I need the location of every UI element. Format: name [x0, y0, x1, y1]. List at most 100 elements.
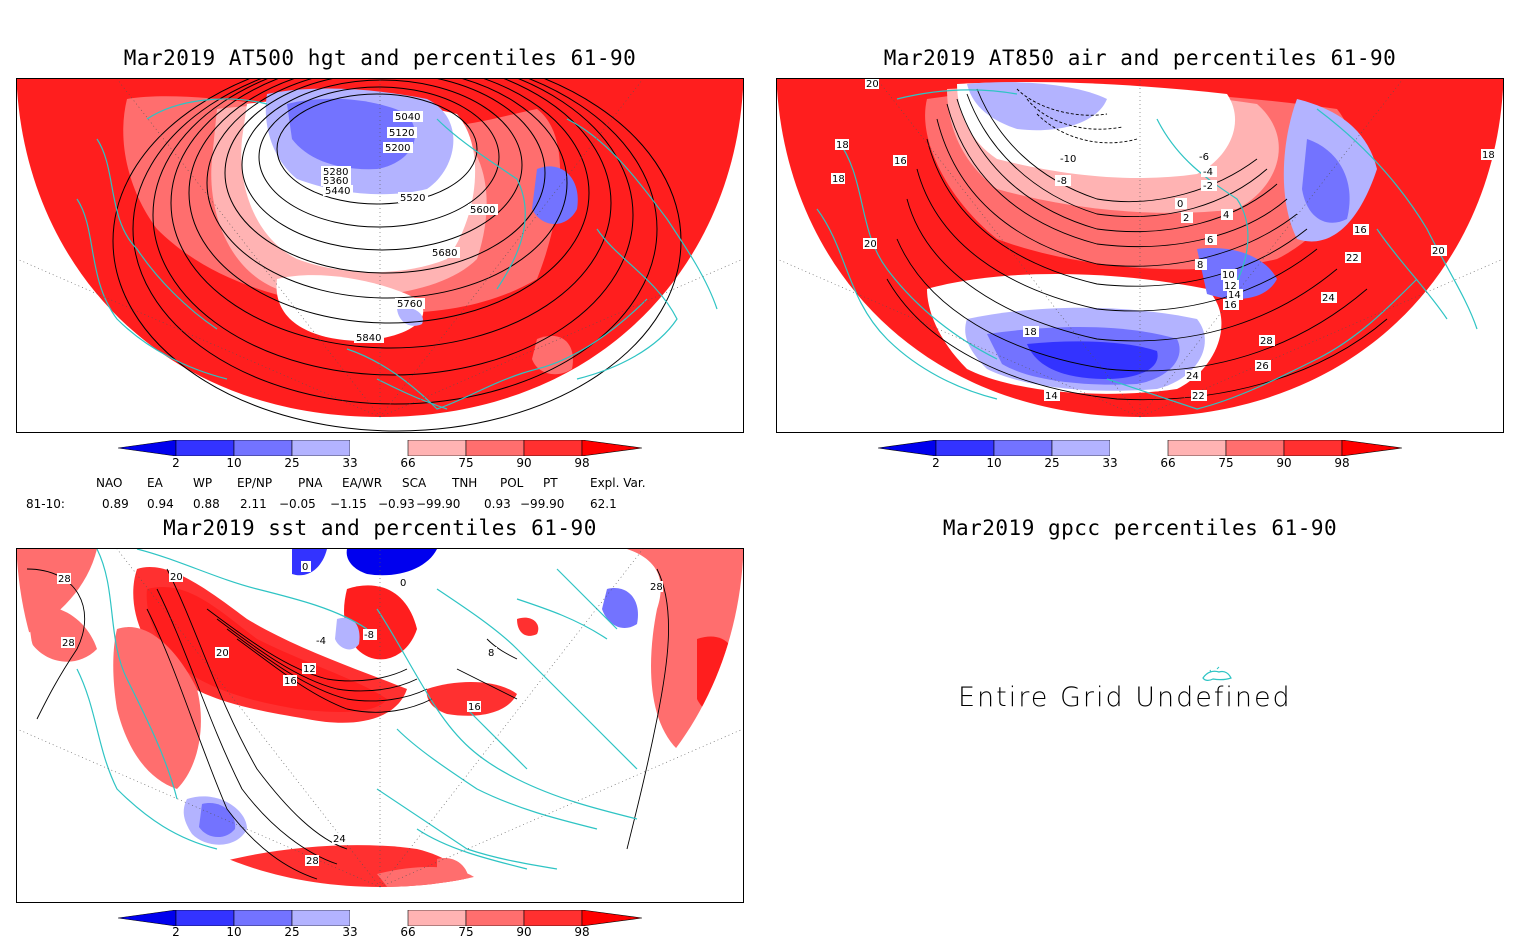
index-value: 62.1 — [590, 497, 617, 511]
index-row-label: 81-10: — [26, 497, 65, 511]
colorbar-tick: 33 — [1102, 456, 1118, 470]
air-label: 0 — [1177, 199, 1183, 210]
air-label: 26 — [1256, 361, 1269, 372]
undefined-grid-message: Entire Grid Undefined — [958, 682, 1292, 713]
index-header: EA/WR — [342, 476, 383, 490]
air-label: -8 — [1057, 176, 1067, 187]
air-label: 24 — [1186, 371, 1199, 382]
air-label: 20 — [864, 239, 877, 250]
index-header: Expl. Var. — [590, 476, 646, 490]
air-label: 16 — [1354, 225, 1367, 236]
air-label: 28 — [1260, 336, 1273, 347]
index-header: EP/NP — [237, 476, 273, 490]
sst-label: 0 — [302, 562, 308, 573]
colorbar-tick: 75 — [1218, 456, 1234, 470]
air-label: 2 — [1183, 213, 1189, 224]
air-label: -4 — [1203, 167, 1213, 178]
index-value: 0.94 — [147, 497, 174, 511]
gpcc-panel: Entire Grid Undefined — [776, 548, 1504, 903]
sst-label: 20 — [170, 572, 183, 583]
colorbar-tick: 25 — [284, 925, 300, 939]
air-label: 22 — [1192, 391, 1205, 402]
air-label: 6 — [1207, 235, 1213, 246]
index-value: 0.93 — [484, 497, 511, 511]
sst-label: 16 — [284, 676, 297, 687]
colorbar-tick: 2 — [172, 925, 180, 939]
index-value: 2.11 — [240, 497, 267, 511]
sst-label: 28 — [650, 582, 663, 593]
hgt-label-5600: 5600 — [470, 205, 495, 216]
colorbar-top-right: 2 10 25 33 66 75 90 98 — [877, 439, 1403, 474]
sst-label: -4 — [316, 636, 326, 647]
hgt-label-5520: 5520 — [400, 193, 425, 204]
hgt-label-5280: 5280 — [323, 167, 348, 178]
colorbar-tick: 66 — [400, 456, 416, 470]
sst-label: 0 — [400, 578, 406, 589]
panel-title-gpcc: Mar2019 gpcc percentiles 61-90 — [942, 516, 1338, 540]
small-island-icon — [1202, 666, 1232, 681]
index-value: −1.15 — [330, 497, 367, 511]
panel-title-sst: Mar2019 sst and percentiles 61-90 — [163, 516, 597, 540]
colorbar-tick: 2 — [172, 456, 180, 470]
colorbar-tick: 2 — [932, 456, 940, 470]
air-label: 20 — [866, 79, 879, 90]
air-map: 20 18 16 18 20 -10 -8 -6 -4 -2 0 2 4 6 8… — [777, 79, 1503, 432]
colorbar-tick: 98 — [574, 925, 590, 939]
sst-label: 16 — [468, 702, 481, 713]
sst-label: 28 — [306, 856, 319, 867]
colorbar-tick: 25 — [284, 456, 300, 470]
map-panel-air: 20 18 16 18 20 -10 -8 -6 -4 -2 0 2 4 6 8… — [776, 78, 1504, 433]
air-label: 16 — [1224, 300, 1237, 311]
hgt-contour-labels: 5040 5120 5200 5280 5360 5440 5520 5600 … — [321, 111, 498, 344]
hgt-label-5680: 5680 — [432, 248, 457, 259]
hgt-label-5440: 5440 — [325, 186, 350, 197]
hgt-map: 5040 5120 5200 5280 5360 5440 5520 5600 … — [17, 79, 743, 432]
colorbar-tick: 98 — [574, 456, 590, 470]
air-label: 18 — [836, 140, 849, 151]
colorbar-top-left: 2 10 25 33 66 75 90 98 — [117, 439, 643, 474]
colorbar-tick: 75 — [458, 925, 474, 939]
hgt-label-5360: 5360 — [323, 176, 348, 187]
map-panel-sst: 28 28 20 0 0 -4 -8 12 16 20 16 24 28 28 … — [16, 548, 744, 903]
air-label: 16 — [894, 156, 907, 167]
hgt-label-5040: 5040 — [395, 112, 420, 123]
colorbar-tick: 66 — [400, 925, 416, 939]
sst-label: 12 — [303, 664, 316, 675]
colorbar-tick: 66 — [1160, 456, 1176, 470]
sst-label: 8 — [488, 648, 494, 659]
air-label: 12 — [1224, 281, 1237, 292]
colorbar-tick: 90 — [1276, 456, 1292, 470]
sst-contour-labels: 28 28 20 0 0 -4 -8 12 16 20 16 24 28 28 … — [57, 561, 663, 867]
colorbar-tick: 33 — [342, 925, 358, 939]
colorbar-tick: 98 — [1334, 456, 1350, 470]
panel-title-hgt: Mar2019 AT500 hgt and percentiles 61-90 — [123, 46, 637, 70]
map-panel-hgt: 5040 5120 5200 5280 5360 5440 5520 5600 … — [16, 78, 744, 433]
air-label: 18 — [1482, 150, 1495, 161]
air-label: 10 — [1222, 270, 1235, 281]
index-value: −99.90 — [520, 497, 565, 511]
air-label: -10 — [1060, 154, 1076, 165]
air-label: 18 — [1024, 327, 1037, 338]
colorbar-tick: 33 — [342, 456, 358, 470]
hgt-label-5120: 5120 — [389, 128, 414, 139]
index-value: −0.93 — [378, 497, 415, 511]
sst-label: 28 — [58, 574, 71, 585]
hgt-label-5200: 5200 — [385, 143, 410, 154]
colorbar-tick: 75 — [458, 456, 474, 470]
colorbar-tick: 10 — [226, 925, 242, 939]
air-label: 8 — [1197, 260, 1203, 271]
sst-label: -8 — [364, 630, 374, 641]
colorbar-bottom-left: 2 10 25 33 66 75 90 98 — [117, 909, 643, 940]
air-label: 14 — [1228, 290, 1241, 301]
air-label: 4 — [1223, 210, 1229, 221]
air-label: -6 — [1199, 152, 1209, 163]
air-label: 14 — [1045, 391, 1058, 402]
index-value: 0.88 — [193, 497, 220, 511]
colorbar-tick: 10 — [226, 456, 242, 470]
panel-title-air: Mar2019 AT850 air and percentiles 61-90 — [883, 46, 1397, 70]
sst-label: 24 — [333, 834, 346, 845]
sst-label: 28 — [62, 638, 75, 649]
colorbar-tick: 90 — [516, 925, 532, 939]
index-header: SCA — [402, 476, 427, 490]
air-label: 24 — [1322, 293, 1335, 304]
